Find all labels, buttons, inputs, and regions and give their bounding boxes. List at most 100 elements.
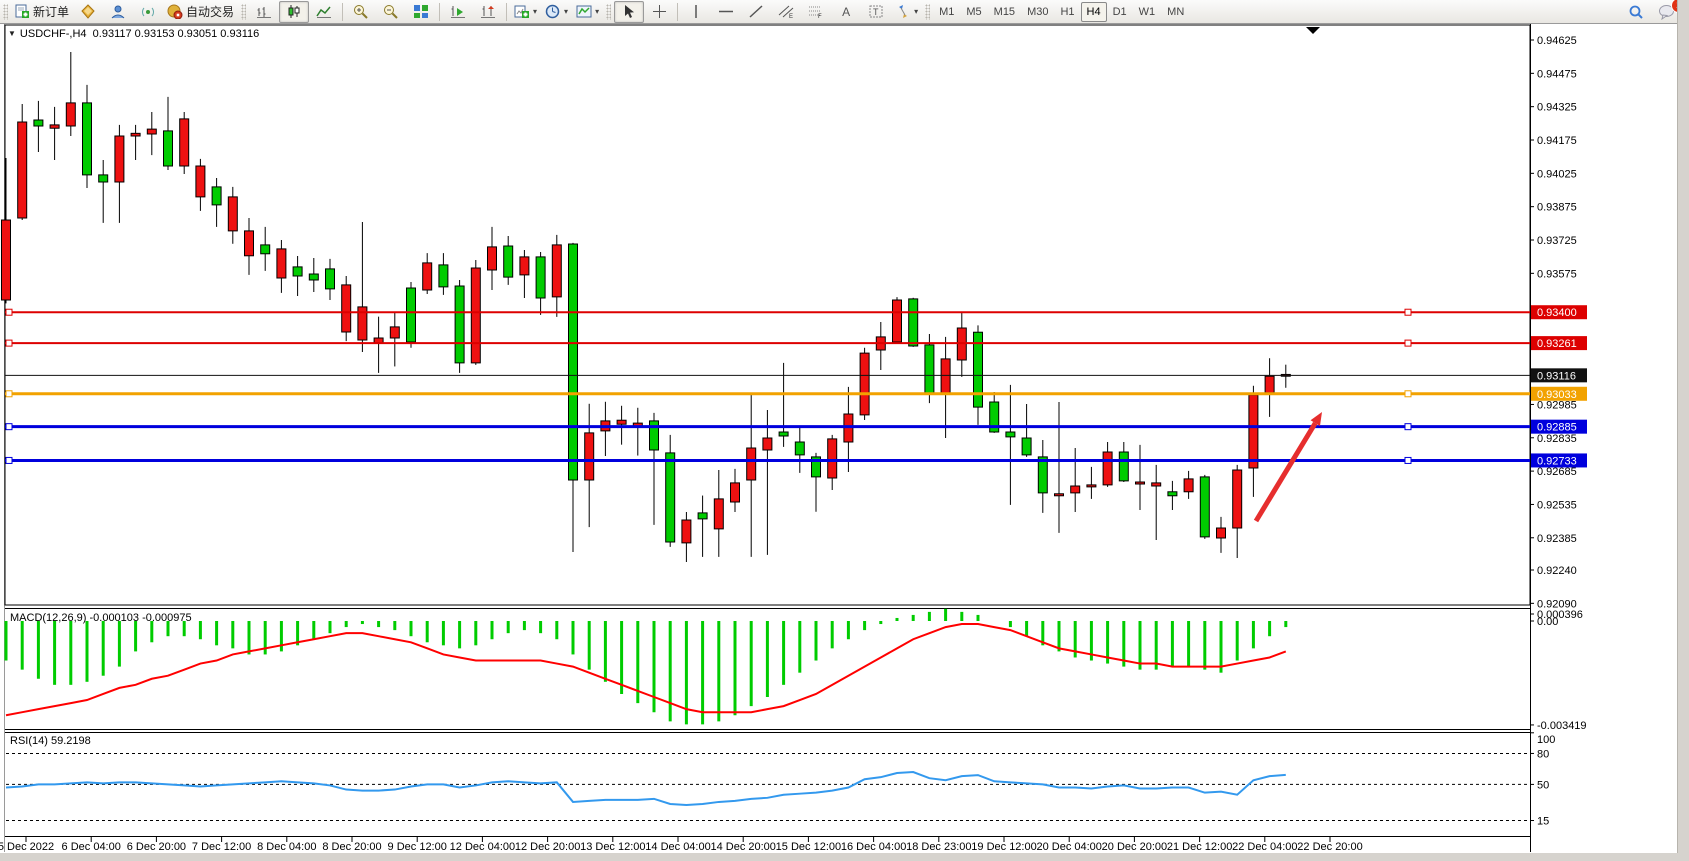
crosshair-icon	[652, 4, 667, 19]
svg-text:6 Dec 04:00: 6 Dec 04:00	[62, 841, 121, 853]
hline-handle	[1404, 390, 1412, 398]
toolbar-grip[interactable]	[606, 3, 612, 20]
cursor-icon	[622, 4, 636, 19]
svg-text:0.94475: 0.94475	[1537, 68, 1577, 80]
chart-shift-button[interactable]	[473, 1, 503, 23]
timeframe-h4-button[interactable]: H4	[1080, 1, 1107, 22]
new-order-button[interactable]: 新订单	[11, 1, 73, 23]
timeframe-d1-button[interactable]: D1	[1112, 5, 1127, 18]
zoom-out-button[interactable]	[376, 1, 406, 23]
svg-text:0.93575: 0.93575	[1537, 268, 1577, 280]
signals-button[interactable]	[133, 1, 163, 23]
zoom-in-button[interactable]	[346, 1, 376, 23]
trendline-tool-button[interactable]	[741, 1, 771, 23]
toolbar-grip[interactable]	[925, 3, 931, 20]
gold-icon	[80, 4, 96, 19]
arrows-tool-button[interactable]: ▾	[891, 1, 922, 23]
time-axis[interactable]: 5 Dec 2022 6 Dec 04:00 6 Dec 20:00 7 Dec 12…	[0, 837, 1363, 853]
bar-chart-button[interactable]	[249, 1, 279, 23]
channel-icon: E	[778, 4, 794, 19]
text-tool-button[interactable]: A	[831, 1, 861, 23]
annotation-arrow[interactable]	[1253, 412, 1322, 523]
timeframe-h1-button[interactable]: H1	[1060, 5, 1075, 18]
chart-shift-marker[interactable]	[1306, 27, 1320, 34]
svg-text:15: 15	[1537, 816, 1549, 828]
svg-text:5 Dec 2022: 5 Dec 2022	[0, 841, 54, 853]
candlestick-chart-button[interactable]	[279, 0, 310, 23]
fibonacci-tool-button[interactable]: F	[801, 1, 831, 23]
candles-layer	[1, 52, 1291, 562]
search-button[interactable]	[1621, 1, 1651, 23]
svg-text:T: T	[873, 7, 879, 17]
text-icon: A	[842, 4, 851, 19]
crosshair-tool-button[interactable]	[644, 1, 674, 23]
svg-text:18 Dec 23:00: 18 Dec 23:00	[906, 841, 971, 853]
cursor-tool-button[interactable]	[614, 0, 645, 23]
svg-text:0.92733: 0.92733	[1537, 455, 1577, 467]
macd-values: -0.000103 -0.000975	[89, 612, 192, 624]
bar-chart-icon	[256, 4, 272, 19]
chart-window[interactable]: 0.94625 0.94475 0.94325 0.94175 0.94025 0.938…	[0, 24, 1689, 861]
timeframe-m1-button[interactable]: M1	[939, 5, 955, 18]
svg-text:14 Dec 20:00: 14 Dec 20:00	[710, 841, 775, 853]
new-order-label: 新订单	[33, 5, 70, 19]
svg-text:8 Dec 20:00: 8 Dec 20:00	[322, 841, 381, 853]
svg-text:12 Dec 04:00: 12 Dec 04:00	[450, 841, 515, 853]
price-axis[interactable]: 0.94625 0.94475 0.94325 0.94175 0.94025 0.938…	[1530, 35, 1577, 610]
chart-symbol: USDCHF-,H4	[19, 28, 87, 40]
horizontal-line-tool-button[interactable]	[711, 1, 741, 23]
clock-icon	[545, 4, 561, 19]
macd-indicator-label: MACD(12,26,9) -0.000103 -0.000975	[10, 612, 192, 624]
new-chart-button[interactable]: ▾	[510, 1, 541, 23]
chart-canvas[interactable]: 0.94625 0.94475 0.94325 0.94175 0.94025 0.938…	[0, 24, 1689, 861]
dropdown-arrow-icon: ▾	[533, 7, 538, 16]
hline-handle	[1404, 423, 1412, 431]
svg-text:0.93725: 0.93725	[1537, 235, 1577, 247]
line-chart-button[interactable]	[309, 1, 339, 23]
new-chart-icon	[514, 4, 530, 19]
periods-button[interactable]: ▾	[541, 1, 572, 23]
collapse-chart-icon[interactable]: ▼	[8, 29, 16, 38]
svg-text:0.92535: 0.92535	[1537, 499, 1577, 511]
hline-handle	[5, 390, 13, 398]
svg-text:21 Dec 12:00: 21 Dec 12:00	[1167, 841, 1232, 853]
toolbar-grip[interactable]	[241, 3, 247, 20]
hline-objects[interactable]: 0.93400 0.93261 0.93116 0.93033 0.92885 0.927…	[5, 305, 1587, 468]
text-label-tool-button[interactable]: T	[861, 1, 891, 23]
channel-tool-button[interactable]: E	[771, 1, 801, 23]
timeframe-m15-button[interactable]: M15	[993, 5, 1016, 18]
svg-text:15 Dec 12:00: 15 Dec 12:00	[776, 841, 841, 853]
svg-text:0.92090: 0.92090	[1537, 598, 1577, 610]
chart-title: ▼ USDCHF-,H4 0.93117 0.93153 0.93051 0.93…	[8, 28, 259, 40]
text-label-icon: T	[868, 4, 884, 19]
hline-handle	[5, 308, 13, 316]
auto-scroll-button[interactable]	[443, 1, 473, 23]
svg-text:16 Dec 04:00: 16 Dec 04:00	[841, 841, 906, 853]
toolbar-grip[interactable]	[3, 3, 8, 20]
vertical-line-tool-button[interactable]	[681, 1, 711, 23]
timeframe-mn-button[interactable]: MN	[1167, 5, 1185, 18]
timeframe-m30-button[interactable]: M30	[1027, 5, 1049, 18]
svg-text:13 Dec 12:00: 13 Dec 12:00	[580, 841, 645, 853]
svg-text:14 Dec 04:00: 14 Dec 04:00	[645, 841, 710, 853]
autotrade-button[interactable]: 自动交易	[163, 1, 238, 23]
candlestick-icon	[286, 4, 302, 19]
timeframe-m5-button[interactable]: M5	[966, 5, 982, 18]
indicators-button[interactable]: ▾	[572, 1, 603, 23]
support-button[interactable]	[103, 1, 133, 23]
macd-layer	[4, 608, 1288, 725]
deposit-button[interactable]	[73, 1, 103, 23]
svg-text:0.94625: 0.94625	[1537, 35, 1577, 47]
autotrade-icon	[167, 4, 183, 19]
dropdown-arrow-icon: ▾	[564, 7, 569, 16]
svg-text:19 Dec 12:00: 19 Dec 12:00	[971, 841, 1036, 853]
svg-text:0.000396: 0.000396	[1537, 609, 1583, 621]
indicators-icon	[576, 4, 592, 19]
svg-text:0.94025: 0.94025	[1537, 168, 1577, 180]
timeframe-w1-button[interactable]: W1	[1138, 5, 1156, 18]
fibonacci-icon: F	[808, 4, 824, 19]
tile-windows-button[interactable]	[406, 1, 436, 23]
window-bottom-edge	[0, 853, 1689, 861]
